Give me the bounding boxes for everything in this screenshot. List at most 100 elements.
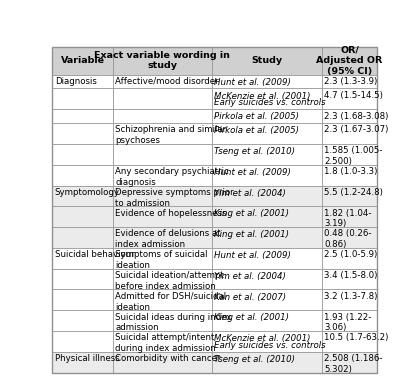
Bar xyxy=(322,165,377,186)
Bar xyxy=(52,227,113,248)
Bar xyxy=(322,269,377,290)
Text: 4.7 (1.5-14.5): 4.7 (1.5-14.5) xyxy=(324,91,383,100)
Text: Hunt et al. (2009): Hunt et al. (2009) xyxy=(215,78,291,87)
Bar xyxy=(52,123,113,144)
Text: 1.8 (1.0-3.3): 1.8 (1.0-3.3) xyxy=(324,167,378,176)
Bar xyxy=(52,331,113,352)
Bar xyxy=(212,47,322,74)
Text: 3.4 (1.5-8.0): 3.4 (1.5-8.0) xyxy=(324,271,378,280)
Bar xyxy=(322,352,377,373)
Text: Suicidal attempt/intent
during index admission: Suicidal attempt/intent during index adm… xyxy=(115,333,216,353)
Bar xyxy=(52,352,113,373)
Text: Schizophrenia and similar
psychoses: Schizophrenia and similar psychoses xyxy=(115,125,226,145)
Bar xyxy=(212,123,322,144)
Bar xyxy=(322,186,377,206)
Text: 5.5 (1.2-24.8): 5.5 (1.2-24.8) xyxy=(324,188,383,197)
Bar xyxy=(212,144,322,165)
Bar xyxy=(113,290,212,310)
Text: Symptoms of suicidal
ideation: Symptoms of suicidal ideation xyxy=(115,250,208,270)
Bar xyxy=(212,248,322,269)
Text: Variable: Variable xyxy=(61,56,105,65)
Text: Pirkola et al. (2005): Pirkola et al. (2005) xyxy=(215,112,299,121)
Bar xyxy=(212,74,322,88)
Text: 2.508 (1.186-
5.302): 2.508 (1.186- 5.302) xyxy=(324,354,383,374)
Text: Evidence of hopelessness: Evidence of hopelessness xyxy=(115,209,227,218)
Bar xyxy=(113,74,212,88)
Bar xyxy=(52,248,113,269)
Bar xyxy=(113,227,212,248)
Bar xyxy=(212,186,322,206)
Text: Depressive symptoms prior
to admission: Depressive symptoms prior to admission xyxy=(115,188,234,208)
Bar xyxy=(322,109,377,123)
Text: Tseng et al. (2010): Tseng et al. (2010) xyxy=(215,355,295,364)
Text: Evidence of delusions at
index admission: Evidence of delusions at index admission xyxy=(115,229,221,249)
Text: Tseng et al. (2010): Tseng et al. (2010) xyxy=(215,147,295,156)
Text: King et al. (2001): King et al. (2001) xyxy=(215,209,290,218)
Bar xyxy=(212,331,322,352)
Text: McKenzie et al. (2001): McKenzie et al. (2001) xyxy=(215,334,311,343)
Bar xyxy=(212,310,322,331)
Text: 1.82 (1.04-
3.19): 1.82 (1.04- 3.19) xyxy=(324,209,372,228)
Bar xyxy=(52,290,113,310)
Text: Comorbidity with cancer: Comorbidity with cancer xyxy=(115,354,221,363)
Bar xyxy=(113,248,212,269)
Bar xyxy=(52,310,113,331)
Bar xyxy=(52,109,113,123)
Bar xyxy=(113,88,212,109)
Bar xyxy=(322,227,377,248)
Bar xyxy=(52,144,113,165)
Bar xyxy=(212,109,322,123)
Text: Affective/mood disorder: Affective/mood disorder xyxy=(115,77,219,86)
Text: Kan et al. (2007): Kan et al. (2007) xyxy=(215,293,287,302)
Bar xyxy=(113,165,212,186)
Text: OR/
Adjusted OR
(95% CI): OR/ Adjusted OR (95% CI) xyxy=(316,46,383,76)
Bar xyxy=(322,310,377,331)
Bar xyxy=(322,88,377,109)
Text: Symptomology: Symptomology xyxy=(55,188,120,197)
Text: Suicidal ideas during index
admission: Suicidal ideas during index admission xyxy=(115,313,232,332)
Text: Exact variable wording in
study: Exact variable wording in study xyxy=(95,51,230,70)
Bar xyxy=(322,248,377,269)
Bar xyxy=(322,74,377,88)
Bar xyxy=(322,206,377,227)
Bar xyxy=(212,269,322,290)
Text: Admitted for DSH/suicidal
ideation: Admitted for DSH/suicidal ideation xyxy=(115,292,226,311)
Text: Any secondary psychiatric
diagnosis: Any secondary psychiatric diagnosis xyxy=(115,167,229,187)
Text: Diagnosis: Diagnosis xyxy=(55,77,96,86)
Bar xyxy=(52,269,113,290)
Text: Yim et al. (2004): Yim et al. (2004) xyxy=(215,272,286,281)
Bar xyxy=(52,186,113,206)
Text: 10.5 (1.7-63.2): 10.5 (1.7-63.2) xyxy=(324,333,389,342)
Text: 0.48 (0.26-
0.86): 0.48 (0.26- 0.86) xyxy=(324,229,372,249)
Text: Early suicides vs. controls: Early suicides vs. controls xyxy=(215,98,326,107)
Text: Suicidal behaviour: Suicidal behaviour xyxy=(55,250,134,259)
Bar xyxy=(113,331,212,352)
Text: Physical illness: Physical illness xyxy=(55,354,119,363)
Bar xyxy=(52,88,113,109)
Text: 1.585 (1.005-
2.500): 1.585 (1.005- 2.500) xyxy=(324,146,383,166)
Text: 1.93 (1.22-
3.06): 1.93 (1.22- 3.06) xyxy=(324,313,372,332)
Text: 2.3 (1.3-3.9): 2.3 (1.3-3.9) xyxy=(324,77,378,86)
Text: Hunt et al. (2009): Hunt et al. (2009) xyxy=(215,251,291,260)
Bar xyxy=(322,144,377,165)
Bar xyxy=(113,269,212,290)
Bar xyxy=(322,290,377,310)
Bar xyxy=(52,165,113,186)
Text: Suicidal ideation/attempt
before index admission: Suicidal ideation/attempt before index a… xyxy=(115,271,224,291)
Bar xyxy=(52,47,113,74)
Bar xyxy=(113,109,212,123)
Bar xyxy=(212,206,322,227)
Bar xyxy=(113,47,212,74)
Bar xyxy=(212,88,322,109)
Text: Study: Study xyxy=(251,56,282,65)
Bar xyxy=(113,186,212,206)
Text: 2.3 (1.68-3.08): 2.3 (1.68-3.08) xyxy=(324,112,389,121)
Bar xyxy=(113,352,212,373)
Text: Pirkola et al. (2005): Pirkola et al. (2005) xyxy=(215,126,299,135)
Text: 3.2 (1.3-7.8): 3.2 (1.3-7.8) xyxy=(324,292,378,301)
Bar xyxy=(212,352,322,373)
Bar xyxy=(212,227,322,248)
Text: 2.3 (1.67-3.07): 2.3 (1.67-3.07) xyxy=(324,125,389,135)
Text: Early suicides vs. controls: Early suicides vs. controls xyxy=(215,341,326,350)
Text: Hunt et al. (2009): Hunt et al. (2009) xyxy=(215,168,291,177)
